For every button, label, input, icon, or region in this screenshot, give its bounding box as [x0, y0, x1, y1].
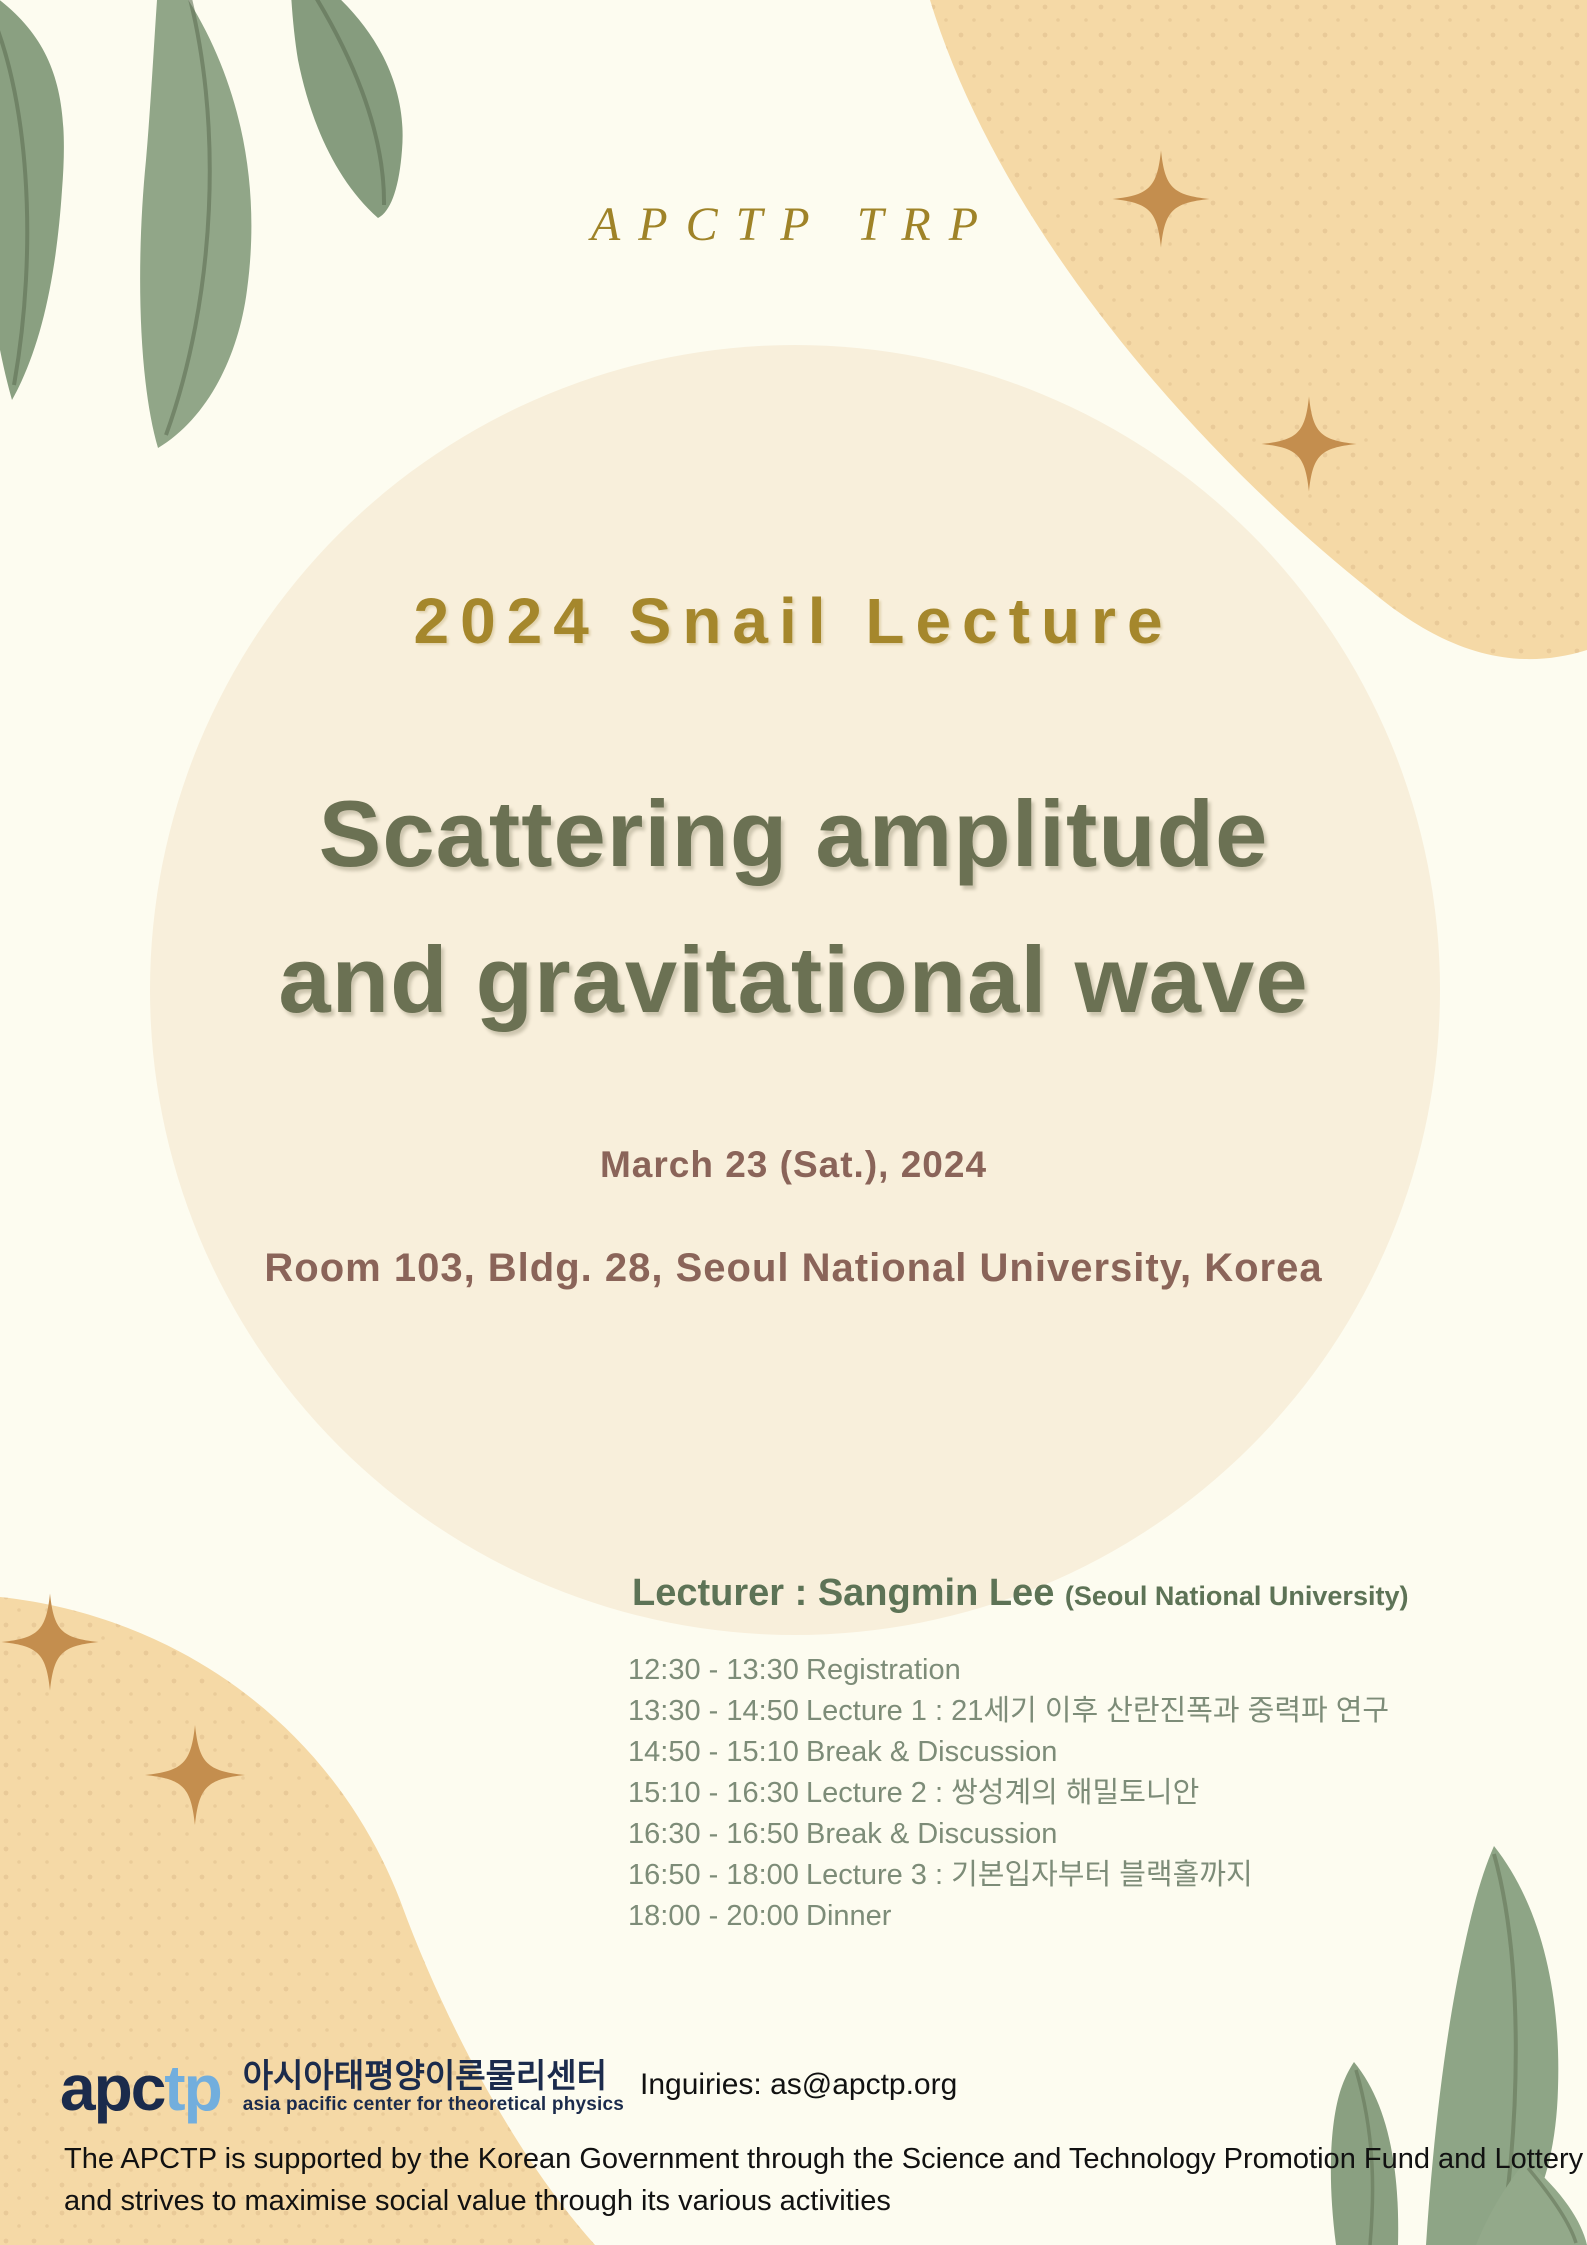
- logo-names: 아시아태평양이론물리센터 asia pacific center for the…: [243, 2056, 624, 2117]
- schedule-time: 16:30 - 16:50: [628, 1818, 799, 1850]
- schedule-row: 12:30 - 13:30 Registration: [628, 1650, 1389, 1691]
- footer-text-line1: The APCTP is supported by the Korean Gov…: [64, 2143, 1587, 2175]
- schedule-time: 18:00 - 20:00: [628, 1900, 799, 1932]
- lecturer-name: Lecturer : Sangmin Lee: [632, 1572, 1055, 1614]
- poster-title-line1: Scattering amplitude: [318, 781, 1269, 886]
- inquiries-text: Inguiries: as@apctp.org: [640, 2068, 958, 2101]
- decorative-leaves-bottom-right: [1330, 1846, 1587, 2245]
- decorative-leaves-top-left: [0, 0, 403, 448]
- schedule-time: 15:10 - 16:30: [628, 1777, 799, 1809]
- schedule-list: 12:30 - 13:30 Registration 13:30 - 14:50…: [628, 1650, 1389, 1937]
- schedule-row: 16:50 - 18:00 Lecture 3 : 기본입자부터 블랙홀까지: [628, 1855, 1389, 1896]
- sparkle-icon: [1, 1593, 99, 1691]
- lecturer-affiliation: (Seoul National University): [1064, 1581, 1409, 1611]
- schedule-row: 14:50 - 15:10 Break & Discussion: [628, 1732, 1389, 1773]
- schedule-label: Break & Discussion: [806, 1736, 1058, 1768]
- series-title: 2024 Snail Lecture: [413, 585, 1174, 657]
- schedule-time: 16:50 - 18:00: [628, 1859, 799, 1891]
- poster-title-line2: and gravitational wave: [278, 927, 1309, 1032]
- logo-wordmark-tp: tp: [164, 2052, 222, 2124]
- logo-korean-name: 아시아태평양이론물리센터: [242, 2057, 608, 2094]
- logo-english-name: asia pacific center for theoretical phys…: [242, 2094, 625, 2116]
- schedule-label: Dinner: [806, 1900, 892, 1932]
- sparkle-icon: [1112, 150, 1210, 248]
- leaf-icon: [1330, 1846, 1587, 2245]
- schedule-time: 12:30 - 13:30: [628, 1654, 799, 1686]
- footer-text-line2: and strives to maximise social value thr…: [64, 2185, 891, 2217]
- peach-blob-top-right: [930, 0, 1587, 660]
- schedule-row: 18:00 - 20:00 Dinner: [628, 1896, 1389, 1937]
- peach-blob-bottom-left: [0, 1593, 595, 2245]
- event-date: March 23 (Sat.), 2024: [599, 1144, 988, 1185]
- program-title: APCTP TRP: [590, 198, 997, 251]
- sparkle-icon: [145, 1725, 245, 1825]
- schedule-label: Lecture 1 : 21세기 이후 산란진폭과 중력파 연구: [806, 1695, 1390, 1727]
- schedule-label: Lecture 2 : 쌍성계의 해밀토니안: [806, 1777, 1200, 1809]
- schedule-row: 13:30 - 14:50 Lecture 1 : 21세기 이후 산란진폭과 …: [628, 1691, 1389, 1732]
- schedule-label: Lecture 3 : 기본입자부터 블랙홀까지: [806, 1859, 1253, 1891]
- footer-text: The APCTP is supported by the Korean Gov…: [64, 2138, 1587, 2222]
- event-venue: Room 103, Bldg. 28, Seoul National Unive…: [264, 1246, 1323, 1290]
- schedule-row: 16:30 - 16:50 Break & Discussion: [628, 1814, 1389, 1855]
- lecturer-line: Lecturer : Sangmin Lee (Seoul National U…: [632, 1572, 1408, 1615]
- logo-wordmark-apc: apc: [60, 2052, 166, 2124]
- schedule-time: 14:50 - 15:10: [628, 1736, 799, 1768]
- schedule-label: Break & Discussion: [806, 1818, 1058, 1850]
- schedule-row: 15:10 - 16:30 Lecture 2 : 쌍성계의 해밀토니안: [628, 1773, 1389, 1814]
- hero-circle: [150, 345, 1440, 1635]
- apctp-logo: apctp 아시아태평양이론물리센터 asia pacific center f…: [60, 2056, 624, 2120]
- sparkle-icon: [1261, 396, 1357, 492]
- schedule-time: 13:30 - 14:50: [628, 1695, 799, 1727]
- schedule-label: Registration: [806, 1654, 961, 1686]
- logo-wordmark: apctp: [60, 2056, 223, 2120]
- leaf-icon: [0, 0, 403, 448]
